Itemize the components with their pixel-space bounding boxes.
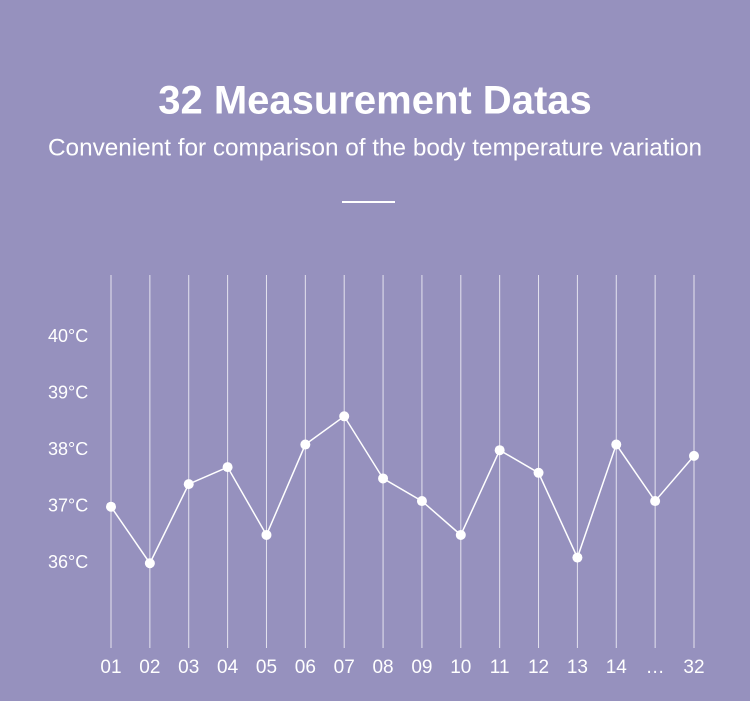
point: [650, 496, 661, 507]
x-tick-label: …: [646, 657, 665, 678]
y-tick-label: 40°C: [48, 326, 88, 346]
y-tick-label: 39°C: [48, 382, 88, 402]
point: [378, 473, 389, 484]
x-tick-label: 10: [450, 657, 471, 678]
x-tick-label: 11: [490, 657, 510, 678]
point: [533, 467, 544, 478]
point: [572, 552, 583, 563]
point: [611, 439, 622, 450]
point: [300, 439, 311, 450]
y-tick-label: 38°C: [48, 439, 88, 459]
point: [494, 445, 505, 456]
point: [222, 462, 233, 473]
chart-title: 32 Measurement Datas: [158, 79, 592, 123]
x-tick-label: 06: [295, 657, 316, 678]
line: [110, 415, 695, 565]
x-tick-label: 08: [372, 657, 393, 678]
x-tick-label: 13: [567, 657, 588, 678]
point: [416, 496, 427, 507]
x-tick-label: 04: [217, 657, 239, 678]
y-tick-label: 37°C: [48, 495, 88, 515]
point: [183, 479, 194, 490]
x-tick-label: 05: [256, 657, 277, 678]
point: [689, 450, 699, 461]
x-tick-label: 01: [100, 657, 121, 678]
point: [455, 529, 466, 540]
y-tick-label: 36°C: [48, 552, 88, 572]
point: [339, 411, 350, 422]
x-tick-label: 02: [139, 657, 160, 678]
point: [106, 501, 116, 512]
x-tick-label: 09: [411, 657, 432, 678]
x-tick-label: 03: [178, 657, 199, 678]
point: [144, 558, 155, 569]
x-tick-label: 07: [334, 657, 355, 678]
x-tick-label: 32: [683, 657, 704, 678]
point: [261, 529, 272, 540]
x-tick-label: 14: [606, 657, 628, 678]
chart-subtitle: Convenient for comparison of the body te…: [48, 134, 702, 161]
x-tick-label: 12: [528, 657, 549, 678]
